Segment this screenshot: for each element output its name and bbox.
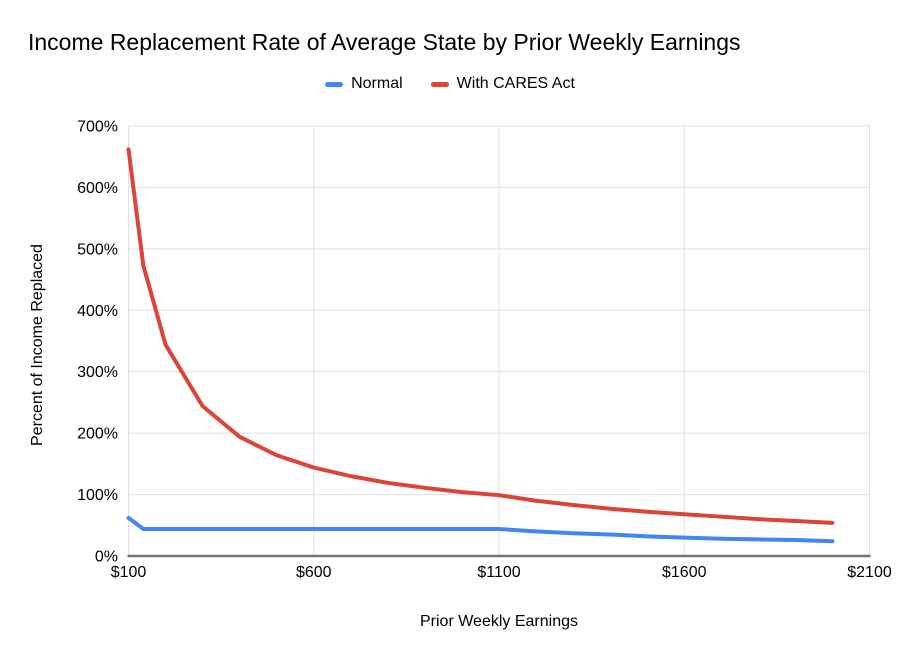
y-tick-label: 700%: [77, 119, 118, 136]
x-tick-label: $1100: [477, 564, 520, 581]
y-tick-label: 400%: [77, 303, 118, 320]
legend-item-with-cares-act[interactable]: With CARES Act: [430, 75, 575, 93]
series-line-with-cares-act[interactable]: [126, 147, 835, 525]
x-tick-label: $2100: [847, 564, 892, 581]
chart-title: Income Replacement Rate of Average State…: [28, 29, 741, 55]
legend-item-normal[interactable]: Normal: [325, 75, 403, 93]
y-tick-label: 100%: [77, 487, 118, 504]
x-axis-title: Prior Weekly Earnings: [420, 613, 578, 630]
gridlines: [128, 125, 870, 556]
y-tick-label: 300%: [77, 364, 118, 381]
legend-swatch-with-cares-act: [430, 81, 449, 87]
x-tick-label: $100: [111, 564, 147, 581]
y-tick-labels: 0% 100% 200% 300% 400% 500% 600% 700%: [77, 119, 118, 566]
legend-label: With CARES Act: [456, 75, 575, 92]
y-tick-label: 600%: [77, 180, 118, 197]
y-tick-label: 200%: [77, 426, 118, 443]
x-tick-label: $1600: [662, 564, 707, 581]
y-tick-label: 500%: [77, 241, 118, 258]
y-tick-label: 0%: [95, 549, 118, 566]
x-tick-labels: $100 $600 $1100 $1600 $2100: [111, 564, 892, 581]
legend-swatch-normal: [325, 81, 344, 87]
series-lines: [126, 147, 835, 544]
series-line-normal[interactable]: [126, 515, 835, 544]
legend-label: Normal: [351, 75, 403, 92]
x-tick-label: $600: [296, 564, 332, 581]
legend: Normal With CARES Act: [0, 75, 900, 93]
y-axis-title: Percent of Income Replaced: [29, 244, 46, 446]
